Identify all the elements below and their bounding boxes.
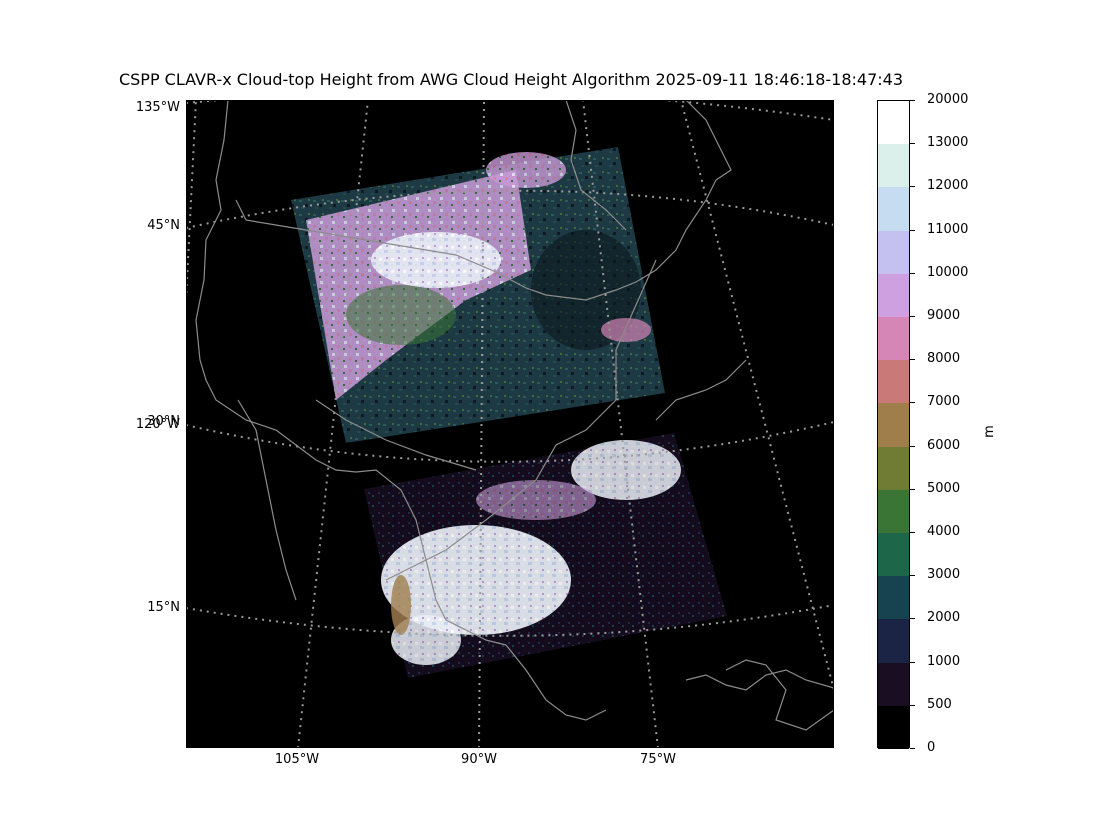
colorbar-tick-label: 5000	[927, 480, 961, 496]
colorbar-tick-label: 10000	[927, 264, 969, 280]
colorbar-tick	[910, 100, 915, 101]
coastlines	[195, 100, 834, 731]
colorbar-tick-label: 2000	[927, 610, 961, 626]
colorbar-tick-label: 4000	[927, 524, 961, 539]
colorbar-tick	[910, 186, 915, 188]
lat-label-135w: 135°W	[135, 100, 180, 115]
colorbar-tick	[910, 143, 915, 145]
lon-label-75w: 75°W	[640, 752, 676, 767]
colorbar	[877, 100, 910, 750]
graticule	[186, 100, 834, 748]
colorbar-tick	[910, 445, 915, 447]
colorbar-tick-label: 3000	[927, 567, 961, 583]
colorbar-tick-label: 9000	[927, 308, 961, 323]
map-border	[186, 100, 834, 748]
colorbar-tick-label: 0	[927, 740, 936, 755]
colorbar-segment	[878, 619, 909, 664]
colorbar-segment	[878, 317, 909, 361]
lon-label-105w: 105°W	[274, 752, 320, 767]
colorbar-tick	[910, 488, 915, 490]
lat-label-45n: 45°N	[147, 218, 180, 233]
lat-label-30n: 30°N	[147, 414, 180, 429]
colorbar-tick-label: 500	[927, 696, 952, 712]
colorbar-tick	[910, 359, 915, 361]
colorbar-tick-label: 11000	[927, 221, 969, 237]
colorbar-tick-label: 12000	[927, 178, 969, 194]
colorbar-tick-label: 7000	[927, 394, 961, 410]
colorbar-segment	[878, 705, 909, 750]
colorbar-tick	[910, 575, 915, 577]
colorbar-segment	[878, 101, 909, 145]
colorbar-segment	[878, 273, 909, 318]
colorbar-tick	[910, 272, 915, 274]
colorbar-unit-label: m	[981, 425, 997, 438]
colorbar-segment	[878, 360, 909, 404]
map-svg	[186, 100, 834, 748]
colorbar-tick	[910, 532, 915, 533]
cloud-swath-south	[364, 433, 727, 678]
colorbar-tick	[910, 402, 915, 404]
colorbar-tick	[910, 618, 915, 620]
colorbar-tick	[910, 704, 915, 706]
lat-label-120w: 120°W	[135, 417, 180, 432]
colorbar-segment	[878, 533, 909, 577]
figure-title: CSPP CLAVR-x Cloud-top Height from AWG C…	[118, 70, 904, 89]
colorbar-tick	[910, 316, 915, 317]
colorbar-tick-label: 8000	[927, 351, 961, 367]
colorbar-segment	[878, 230, 909, 275]
colorbar-tick-label: 20000	[927, 92, 969, 107]
colorbar-segment	[878, 489, 909, 534]
colorbar-tick-label: 6000	[927, 437, 961, 453]
colorbar-tick	[910, 229, 915, 231]
colorbar-segment	[878, 662, 909, 707]
map-panel	[186, 100, 834, 748]
colorbar-tick-label: 13000	[927, 135, 969, 151]
colorbar-segment	[878, 576, 909, 620]
colorbar-tick	[910, 748, 915, 749]
lon-label-90w: 90°W	[461, 752, 497, 767]
colorbar-segment	[878, 144, 909, 188]
cloud-swath-north	[291, 147, 665, 443]
colorbar-segment	[878, 446, 909, 491]
colorbar-segment	[878, 187, 909, 232]
colorbar-segment	[878, 403, 909, 448]
colorbar-tick	[910, 661, 915, 663]
lat-label-15n: 15°N	[147, 600, 180, 615]
colorbar-tick-label: 1000	[927, 653, 961, 669]
